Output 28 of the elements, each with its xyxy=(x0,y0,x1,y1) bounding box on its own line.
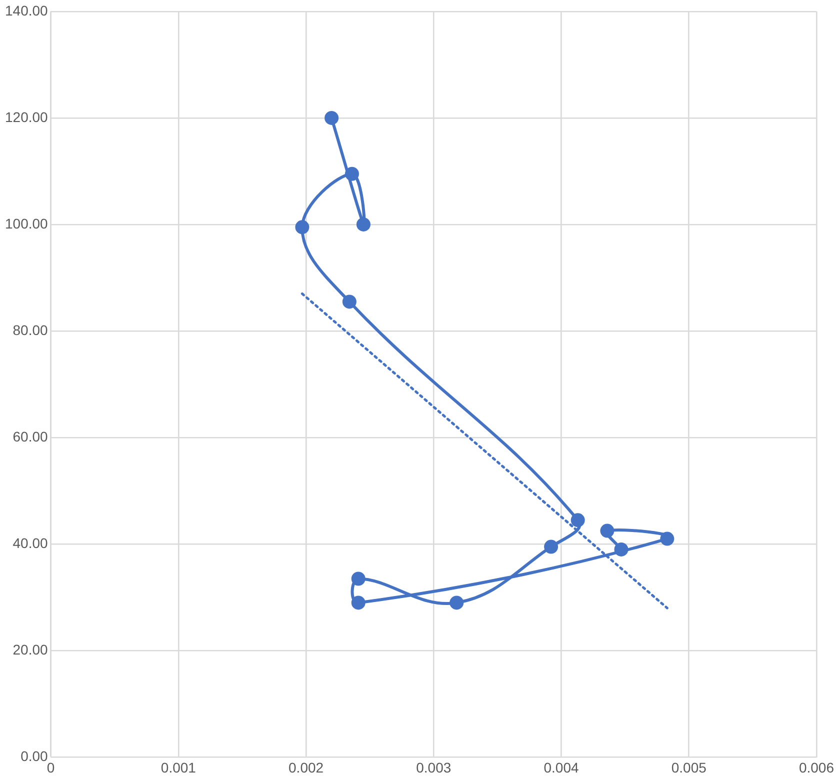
y-tick-label: 40.00 xyxy=(12,534,48,551)
point xyxy=(544,540,558,554)
point xyxy=(450,596,464,610)
y-tick-label: 100.00 xyxy=(4,215,48,232)
y-tick-label: 120.00 xyxy=(4,108,48,125)
y-tick-label: 60.00 xyxy=(12,428,48,444)
y-tick-label: 140.00 xyxy=(4,2,48,18)
x-tick-label: 0.004 xyxy=(544,759,579,776)
point xyxy=(660,532,674,546)
x-tick-label: 0.006 xyxy=(798,759,834,776)
x-tick-label: 0 xyxy=(46,759,55,776)
x-tick-label: 0.001 xyxy=(160,759,196,776)
point xyxy=(570,513,585,528)
point xyxy=(356,217,370,232)
y-tick-label: 0.00 xyxy=(20,748,48,764)
point xyxy=(295,220,310,234)
point xyxy=(351,572,366,586)
y-tick-label: 80.00 xyxy=(12,322,48,338)
x-tick-label: 0.002 xyxy=(288,759,324,776)
point xyxy=(324,110,339,125)
x-tick-label: 0.005 xyxy=(671,759,707,776)
point xyxy=(600,524,614,538)
y-tick-label: 20.00 xyxy=(12,642,48,658)
point xyxy=(344,166,359,181)
point xyxy=(342,294,356,309)
point xyxy=(614,542,628,556)
x-tick-label: 0.003 xyxy=(416,759,452,776)
point xyxy=(351,596,366,610)
